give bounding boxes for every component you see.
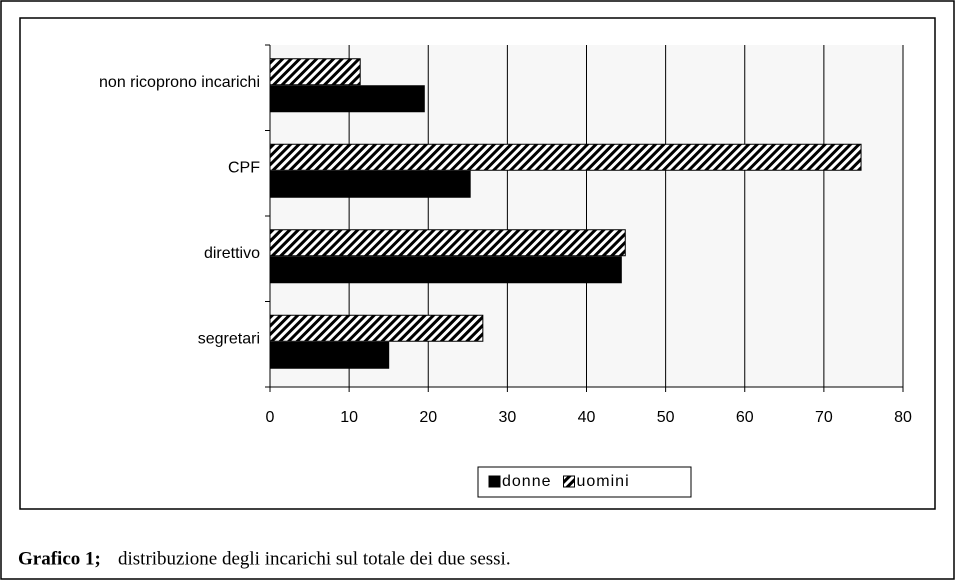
x-tick-label: 20 bbox=[419, 409, 437, 426]
y-tick-label: segretari bbox=[198, 330, 260, 347]
x-tick-label: 60 bbox=[736, 409, 754, 426]
legend-box bbox=[477, 466, 692, 498]
bar bbox=[269, 58, 361, 86]
caption-label: Grafico 1; bbox=[18, 548, 101, 569]
x-tick-label: 50 bbox=[657, 409, 675, 426]
bar bbox=[269, 85, 425, 113]
bar bbox=[269, 143, 862, 171]
bar bbox=[269, 170, 471, 198]
y-tick-label: direttivo bbox=[204, 245, 260, 262]
bar bbox=[269, 314, 484, 342]
x-tick-label: 40 bbox=[578, 409, 596, 426]
legend-swatch bbox=[563, 475, 575, 488]
bar bbox=[269, 229, 626, 257]
x-tick-label: 70 bbox=[815, 409, 833, 426]
y-tick-label: non ricoprono incarichi bbox=[99, 74, 260, 91]
legend-label: uomini bbox=[577, 473, 630, 490]
legend-label: donne bbox=[502, 473, 552, 490]
bar bbox=[269, 256, 622, 284]
caption: distribuzione degli incarichi sul totale… bbox=[118, 548, 511, 569]
legend-swatch bbox=[488, 475, 501, 488]
x-tick-label: 0 bbox=[266, 409, 275, 426]
x-tick-label: 30 bbox=[498, 409, 516, 426]
x-tick-label: 10 bbox=[340, 409, 358, 426]
x-tick-label: 80 bbox=[894, 409, 912, 426]
bar bbox=[269, 341, 390, 369]
y-tick-label: CPF bbox=[228, 159, 260, 176]
